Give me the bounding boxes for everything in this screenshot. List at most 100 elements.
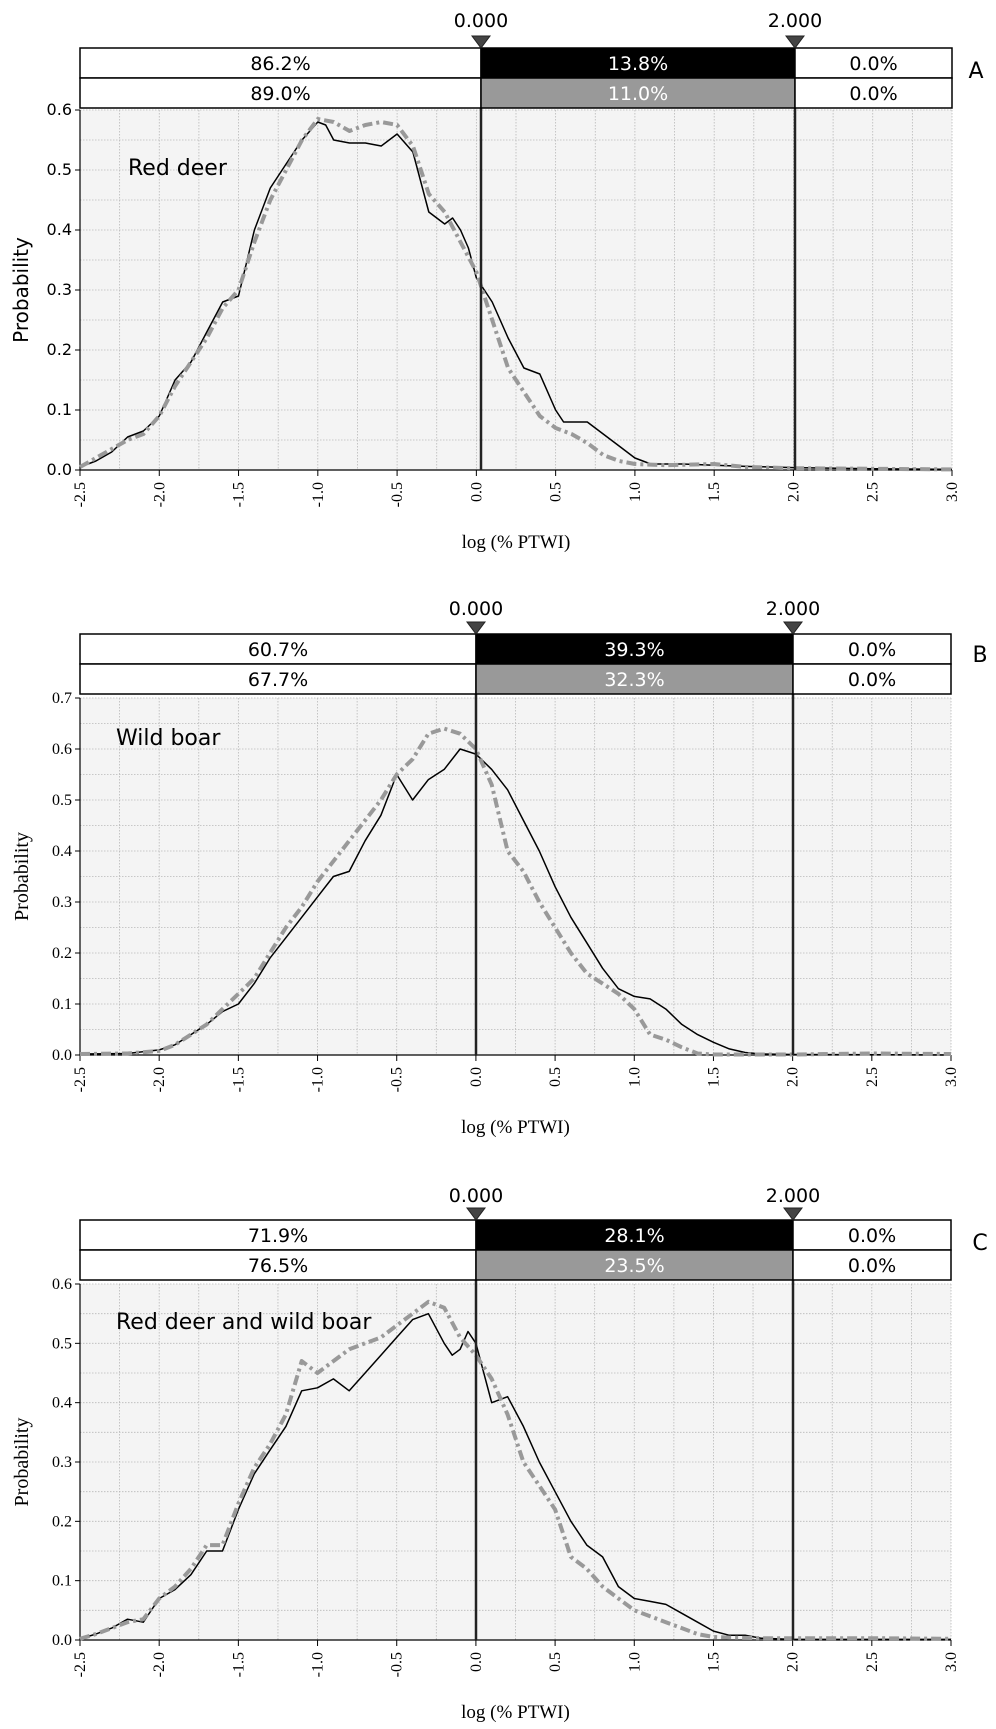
threshold-marker-icon <box>466 621 486 635</box>
band-value: 0.0% <box>848 1225 896 1247</box>
y-tick-label: 0.7 <box>52 690 72 707</box>
x-tick-label: 0.5 <box>547 1652 564 1672</box>
band-segment <box>79 663 477 695</box>
x-tick-label: 0.5 <box>548 482 565 502</box>
y-tick-label: 0.5 <box>52 1335 72 1352</box>
x-tick-label: 1.5 <box>705 1067 722 1087</box>
probability-band-1: 86.2% 13.8% 0.0% <box>79 47 953 79</box>
band-value: 0.0% <box>849 83 897 105</box>
threshold-marker-icon <box>471 35 491 49</box>
threshold-marker-icon <box>783 621 803 635</box>
chart-panel-b: -2.5 -2.0 -1.5 -1.0 -0.5 0.0 0.5 1.0 1.5 2.0 2.5 3.… <box>11 598 988 1138</box>
probability-band-2: 67.7% 32.3% 0.0% <box>79 663 952 695</box>
threshold-label: 0.000 <box>449 1185 503 1207</box>
y-tick-label: 0.4 <box>52 1395 72 1412</box>
y-tick-label: 0.0 <box>52 1632 72 1649</box>
x-tick-label: 2.0 <box>785 1067 802 1087</box>
probability-band-1: 60.7% 39.3% 0.0% <box>79 633 952 665</box>
threshold-marker-icon <box>466 1207 486 1221</box>
y-tick-label: 0.6 <box>52 741 72 758</box>
x-tick-label: 1.0 <box>626 1652 643 1672</box>
y-tick-label: 0.5 <box>47 160 72 179</box>
y-tick-label: 0.0 <box>52 1047 72 1064</box>
panel-annotation: Wild boar <box>116 726 221 751</box>
y-tick-label: 0.6 <box>52 1276 72 1293</box>
x-tick-label: 3.0 <box>943 1067 960 1087</box>
x-tick-label: -2.5 <box>72 482 89 507</box>
series-line-dashdot <box>79 726 952 1057</box>
y-tick-label: 0.3 <box>52 894 72 911</box>
x-tick-label: -1.0 <box>310 1652 327 1677</box>
threshold-label: 0.000 <box>449 598 503 620</box>
x-tick-label: 3.0 <box>943 1652 960 1672</box>
band-value: 23.5% <box>604 1255 664 1277</box>
x-tick-label: 2.0 <box>785 482 802 502</box>
x-tick-label: 1.0 <box>626 1067 643 1087</box>
y-tick-label: 0.2 <box>52 945 72 962</box>
band-value: 76.5% <box>248 1255 308 1277</box>
band-segment <box>79 77 482 109</box>
x-axis-title: log (% PTWI) <box>461 1702 570 1723</box>
x-tick-label: 2.5 <box>865 482 882 502</box>
threshold-marker-icon <box>785 35 805 49</box>
band-value: 11.0% <box>608 83 668 105</box>
band-segment <box>792 1219 952 1251</box>
panel-letter: A <box>968 59 983 84</box>
x-tick-label: 2.0 <box>785 1652 802 1672</box>
chart-panel-a: -2.5 -2.0 -1.5 -1.0 -0.5 0.0 0.5 1.0 1.5 2.0 2.5 3.… <box>9 10 984 553</box>
y-axis-title: Probability <box>9 237 33 343</box>
series-line-dashdot <box>79 1299 952 1641</box>
series-line-solid <box>79 748 952 1056</box>
band-value: 86.2% <box>250 53 310 75</box>
probability-band-2: 76.5% 23.5% 0.0% <box>79 1249 952 1281</box>
x-tick-label: -2.0 <box>151 482 168 507</box>
y-tick-label: 0.1 <box>52 996 72 1013</box>
x-tick-label: -0.5 <box>389 482 406 507</box>
band-segment <box>794 77 953 109</box>
threshold-label: 2.000 <box>766 1185 820 1207</box>
y-tick-label: 0.4 <box>52 843 72 860</box>
panel-annotation: Red deer and wild boar <box>116 1310 372 1335</box>
band-segment <box>79 633 477 665</box>
x-tick-label: 0.5 <box>547 1067 564 1087</box>
x-tick-label: 1.0 <box>627 482 644 502</box>
band-value: 0.0% <box>848 639 896 661</box>
x-axis-title: log (% PTWI) <box>461 1117 570 1138</box>
band-value: 28.1% <box>604 1225 664 1247</box>
x-tick-label: -1.5 <box>230 1067 247 1092</box>
x-tick-label: -0.5 <box>389 1652 406 1677</box>
probability-band-1: 71.9% 28.1% 0.0% <box>79 1219 952 1251</box>
y-tick-label: 0.1 <box>47 400 72 419</box>
x-tick-label: -1.0 <box>310 482 327 507</box>
band-value: 13.8% <box>608 53 668 75</box>
band-segment <box>79 1219 477 1251</box>
band-value: 0.0% <box>848 669 896 691</box>
y-tick-label: 0.5 <box>52 792 72 809</box>
band-value: 71.9% <box>248 1225 308 1247</box>
panel-letter: B <box>972 643 987 668</box>
y-tick-label: 0.4 <box>47 220 72 239</box>
band-value: 89.0% <box>250 83 310 105</box>
x-tick-label: 1.5 <box>705 1652 722 1672</box>
band-value: 39.3% <box>604 639 664 661</box>
x-tick-label: 0.0 <box>468 482 485 502</box>
band-value: 67.7% <box>248 669 308 691</box>
series-line-dashdot <box>79 117 953 472</box>
band-value: 0.0% <box>848 1255 896 1277</box>
panel-letter: C <box>972 1231 987 1256</box>
gridlines <box>79 109 953 471</box>
band-segment <box>480 77 796 109</box>
x-tick-label: -0.5 <box>389 1067 406 1092</box>
threshold-label: 2.000 <box>766 598 820 620</box>
x-tick-label: 0.0 <box>468 1652 485 1672</box>
x-tick-label: -2.5 <box>72 1067 89 1092</box>
y-tick-label: 0.3 <box>52 1454 72 1471</box>
band-segment <box>792 1249 952 1281</box>
band-value: 60.7% <box>248 639 308 661</box>
threshold-marker-icon <box>783 1207 803 1221</box>
x-tick-label: 2.5 <box>864 1067 881 1087</box>
probability-band-2: 89.0% 11.0% 0.0% <box>79 77 953 109</box>
x-tick-label: -1.5 <box>230 1652 247 1677</box>
band-segment <box>475 1249 794 1281</box>
